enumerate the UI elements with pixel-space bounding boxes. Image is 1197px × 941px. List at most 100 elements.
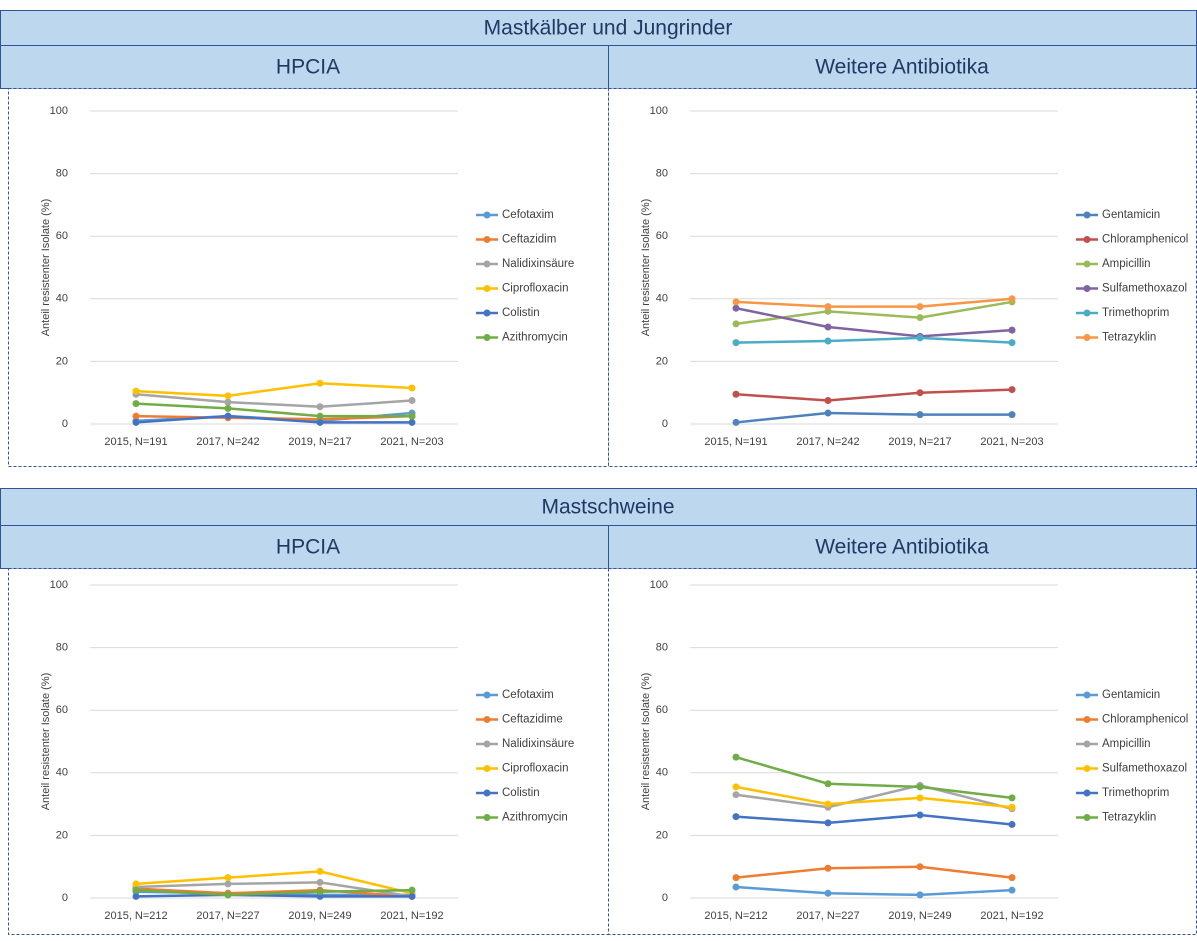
series-line bbox=[735, 336, 1013, 344]
legend-marker bbox=[483, 211, 491, 219]
legend-label: Tetrazyklin bbox=[1102, 332, 1156, 344]
data-point bbox=[224, 398, 232, 406]
data-point bbox=[1008, 874, 1016, 882]
y-tick-label: 20 bbox=[56, 829, 68, 841]
legend-label: Cefotaxim bbox=[502, 689, 554, 701]
panel-header bbox=[0, 45, 609, 89]
data-point bbox=[408, 892, 416, 900]
panel-header bbox=[608, 525, 1197, 569]
y-tick-label: 80 bbox=[656, 642, 668, 654]
legend-label: Ciprofloxacin bbox=[502, 283, 568, 295]
data-point bbox=[916, 389, 924, 397]
section-header bbox=[0, 10, 1197, 46]
data-point bbox=[1008, 295, 1016, 303]
y-tick-label: 40 bbox=[56, 767, 68, 779]
series-line bbox=[135, 881, 413, 898]
x-tick-label: 2015, N=212 bbox=[104, 910, 167, 922]
legend-marker bbox=[483, 740, 491, 748]
legend-marker bbox=[483, 285, 491, 292]
legend-marker bbox=[1083, 260, 1091, 268]
y-tick-label: 20 bbox=[656, 355, 668, 367]
legend-label: Nalidixinsäure bbox=[502, 738, 574, 750]
data-point bbox=[316, 878, 324, 886]
data-point bbox=[316, 379, 324, 387]
data-point bbox=[1008, 820, 1016, 828]
data-point bbox=[732, 418, 740, 426]
data-point bbox=[732, 320, 740, 328]
x-tick-label: 2021, N=192 bbox=[380, 910, 443, 922]
data-point bbox=[316, 418, 324, 426]
series-line bbox=[135, 382, 413, 398]
series-line bbox=[135, 414, 412, 424]
panel-title: Weitere Antibiotika bbox=[815, 536, 989, 559]
series-line bbox=[135, 402, 412, 418]
legend-label: Sulfamethoxazol bbox=[1102, 283, 1187, 295]
data-point bbox=[132, 886, 140, 894]
legend-label: Ceftazidim bbox=[502, 234, 556, 246]
legend-marker bbox=[1083, 211, 1091, 219]
legend-marker bbox=[1083, 789, 1091, 797]
legend-label: Azithromycin bbox=[502, 332, 568, 344]
legend-label: Chloramphenicol bbox=[1102, 234, 1188, 246]
section-title: Mastkälber und Jungrinder bbox=[484, 17, 733, 40]
y-tick-label: 80 bbox=[56, 642, 68, 654]
data-point bbox=[732, 783, 740, 791]
x-tick-label: 2021, N=192 bbox=[980, 910, 1043, 922]
legend-label: Ampicillin bbox=[1102, 258, 1151, 270]
data-point bbox=[916, 811, 924, 819]
x-tick-label: 2015, N=191 bbox=[104, 436, 167, 448]
data-point bbox=[824, 800, 832, 808]
data-point bbox=[824, 819, 832, 827]
legend-label: Gentamicin bbox=[1102, 209, 1160, 221]
legend-marker bbox=[1083, 765, 1091, 772]
y-axis-label: Anteil resistenter Isolate (%) bbox=[40, 673, 52, 811]
data-point bbox=[408, 384, 416, 392]
legend-marker bbox=[1083, 691, 1091, 699]
y-tick-label: 0 bbox=[662, 892, 668, 904]
panel bbox=[608, 568, 1197, 935]
y-tick-label: 100 bbox=[650, 105, 668, 117]
panel-title: HPCIA bbox=[276, 536, 340, 559]
data-point bbox=[224, 404, 232, 412]
legend-label: Sulfamethoxazol bbox=[1102, 763, 1187, 775]
y-tick-label: 0 bbox=[62, 418, 68, 430]
data-point bbox=[916, 334, 924, 342]
legend-marker bbox=[1083, 334, 1091, 341]
x-tick-label: 2021, N=203 bbox=[980, 436, 1043, 448]
legend-marker bbox=[483, 691, 491, 699]
data-point bbox=[1008, 386, 1016, 394]
data-point bbox=[824, 397, 832, 405]
legend-label: Azithromycin bbox=[502, 812, 568, 824]
legend-marker bbox=[483, 309, 491, 317]
series-line bbox=[135, 393, 413, 409]
data-point bbox=[916, 314, 924, 322]
data-point bbox=[132, 892, 140, 900]
data-point bbox=[1008, 339, 1016, 347]
series-line bbox=[735, 297, 1013, 308]
series-line bbox=[135, 887, 413, 898]
y-axis-label: Anteil resistenter Isolate (%) bbox=[640, 673, 652, 811]
series-line bbox=[735, 388, 1013, 402]
data-point bbox=[1008, 326, 1016, 334]
x-tick-label: 2019, N=249 bbox=[288, 910, 351, 922]
y-tick-label: 80 bbox=[656, 168, 668, 180]
data-point bbox=[224, 891, 232, 899]
x-tick-label: 2015, N=191 bbox=[704, 436, 767, 448]
panel bbox=[8, 568, 609, 935]
x-tick-label: 2017, N=242 bbox=[796, 436, 859, 448]
x-tick-label: 2017, N=242 bbox=[196, 436, 259, 448]
y-tick-label: 40 bbox=[656, 767, 668, 779]
legend-marker bbox=[483, 260, 491, 268]
section-title: Mastschweine bbox=[541, 496, 674, 519]
legend-marker bbox=[1083, 740, 1091, 748]
legend-marker bbox=[483, 789, 491, 797]
data-point bbox=[224, 412, 232, 420]
series-line bbox=[735, 755, 1013, 800]
data-point bbox=[132, 412, 140, 420]
series-line bbox=[135, 888, 413, 897]
legend-marker bbox=[1083, 716, 1091, 723]
y-tick-label: 0 bbox=[62, 892, 68, 904]
series-line bbox=[735, 813, 1013, 826]
legend-marker bbox=[1083, 236, 1091, 243]
